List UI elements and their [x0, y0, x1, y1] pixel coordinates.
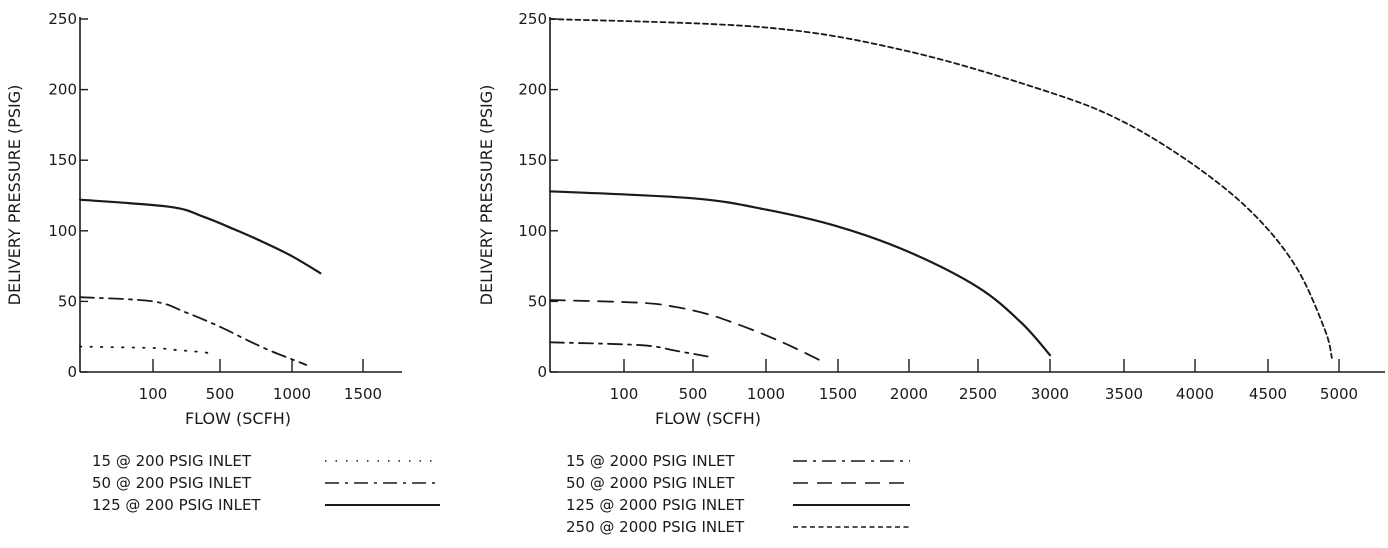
chart-panel-2: 0 50 100 150 200 250 100 500 1000 1500 2000 2500 300… — [477, 10, 1385, 536]
x-tick-label: 100 — [139, 385, 168, 403]
series-line-1 — [550, 342, 708, 356]
x-axis-label: FLOW (SCFH) — [655, 409, 761, 428]
series-line-1 — [80, 347, 212, 354]
y-tick-label: 100 — [48, 222, 77, 240]
x-tick-label: 4500 — [1249, 385, 1287, 403]
y-tick-label: 0 — [67, 363, 77, 381]
series-line-2 — [80, 297, 306, 365]
x-tick-label: 3000 — [1031, 385, 1069, 403]
x-tick-label: 3500 — [1105, 385, 1143, 403]
chart-panel-1: 0 50 100 150 200 250 100 500 1000 1500 FLOW (SCFH)… — [5, 10, 440, 514]
y-tick-label: 100 — [518, 222, 547, 240]
legend-label: 15 @ 200 PSIG INLET — [92, 452, 252, 470]
legend-label: 125 @ 200 PSIG INLET — [92, 496, 261, 514]
legend-label: 250 @ 2000 PSIG INLET — [566, 518, 745, 536]
legend-label: 15 @ 2000 PSIG INLET — [566, 452, 735, 470]
x-tick-label: 1500 — [344, 385, 382, 403]
x-tick-label: 1500 — [819, 385, 857, 403]
y-tick-label: 200 — [48, 81, 77, 99]
series-line-4 — [550, 19, 1332, 358]
legend-label: 50 @ 2000 PSIG INLET — [566, 474, 735, 492]
x-tick-label: 1000 — [273, 385, 311, 403]
legend-label: 50 @ 200 PSIG INLET — [92, 474, 252, 492]
y-tick-label: 50 — [58, 292, 77, 310]
x-tick-label: 500 — [679, 385, 708, 403]
x-tick-label: 4000 — [1176, 385, 1214, 403]
x-tick-label: 2500 — [959, 385, 997, 403]
series-line-3 — [80, 200, 320, 274]
x-tick-label: 5000 — [1320, 385, 1358, 403]
y-tick-label: 0 — [537, 363, 547, 381]
legend-label: 125 @ 2000 PSIG INLET — [566, 496, 745, 514]
y-tick-label: 250 — [48, 10, 77, 28]
series-line-3 — [550, 191, 1050, 355]
y-tick-label: 50 — [528, 292, 547, 310]
y-axis-label: DELIVERY PRESSURE (PSIG) — [5, 85, 24, 306]
y-tick-label: 200 — [518, 81, 547, 99]
x-tick-label: 500 — [206, 385, 235, 403]
y-tick-label: 150 — [518, 151, 547, 169]
x-tick-label: 2000 — [890, 385, 928, 403]
x-tick-label: 1000 — [747, 385, 785, 403]
y-tick-label: 250 — [518, 10, 547, 28]
y-axis-label: DELIVERY PRESSURE (PSIG) — [477, 85, 496, 306]
x-axis-label: FLOW (SCFH) — [185, 409, 291, 428]
x-tick-label: 100 — [610, 385, 639, 403]
y-tick-label: 150 — [48, 151, 77, 169]
